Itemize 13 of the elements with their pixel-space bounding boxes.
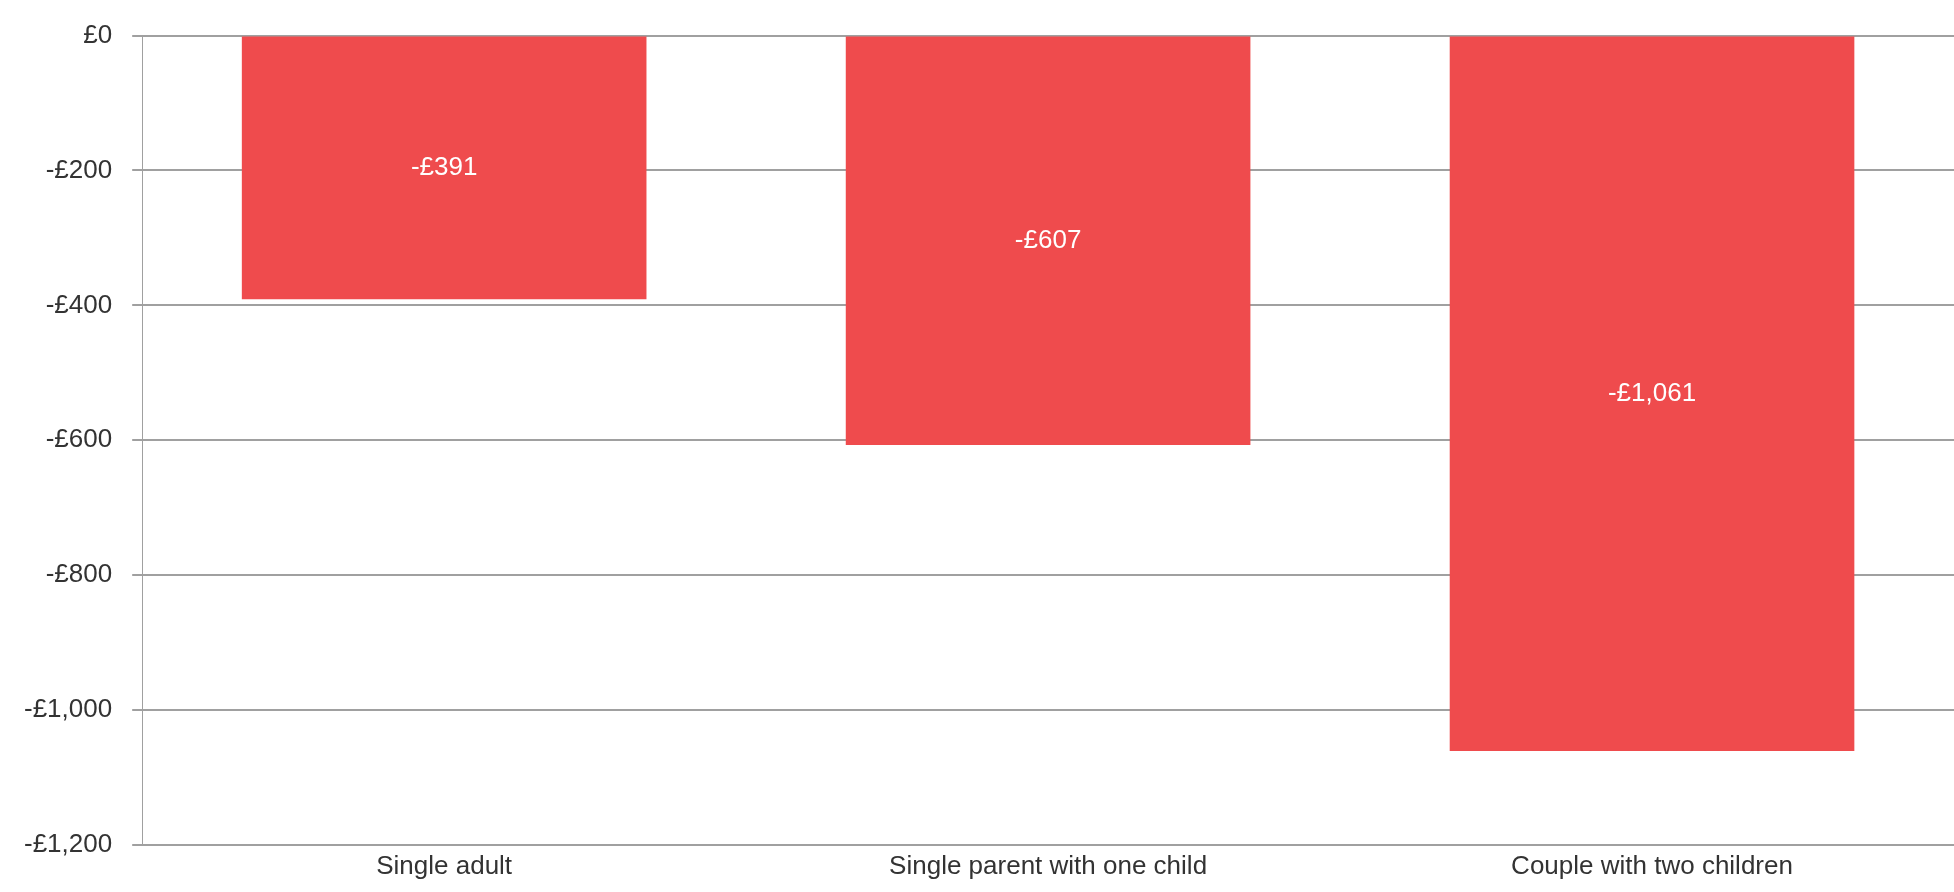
y-tick-label: -£1,000 <box>23 693 113 724</box>
x-tick-label: Single adult <box>376 849 513 880</box>
y-tick-label: -£400 <box>45 288 113 319</box>
y-tick-label: -£200 <box>45 153 113 184</box>
x-tick-label: Single parent with one child <box>889 849 1208 880</box>
y-tick-label: -£600 <box>45 423 113 454</box>
y-tick-label: -£800 <box>45 558 113 589</box>
data-label: -£391 <box>410 151 478 182</box>
data-label: -£1,061 <box>1607 377 1697 408</box>
x-tick-label: Couple with two children <box>1511 849 1793 880</box>
y-tick-label: -£1,200 <box>23 827 113 858</box>
data-label: -£607 <box>1014 223 1082 254</box>
y-tick-label: £0 <box>83 18 113 49</box>
